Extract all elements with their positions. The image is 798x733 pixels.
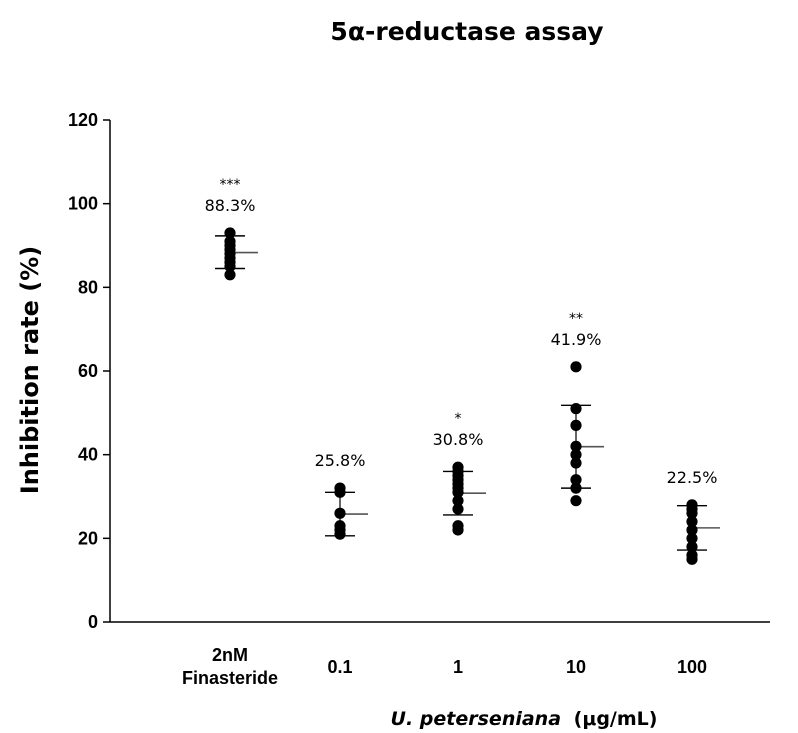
data-point [334, 520, 346, 532]
x-tick-label: 2nM [212, 645, 248, 665]
data-point [686, 532, 698, 544]
y-tick-label: 20 [78, 528, 98, 548]
mean-value-label: 41.9% [551, 330, 602, 349]
data-point [686, 549, 698, 561]
mean-value-label: 30.8% [433, 430, 484, 449]
data-point [570, 482, 582, 494]
y-tick-label: 100 [68, 194, 98, 214]
data-point [570, 361, 582, 373]
data-point [570, 495, 582, 507]
data-group: 41.9% ** [551, 311, 604, 507]
data-point [452, 461, 464, 473]
data-point [686, 541, 698, 553]
data-point [686, 516, 698, 528]
significance-marker: * [455, 411, 462, 427]
data-point [686, 524, 698, 536]
data-point [686, 499, 698, 511]
x-tick-label: Finasteride [182, 668, 278, 688]
data-point [570, 403, 582, 415]
data-point [334, 482, 346, 494]
x-tick-label: 1 [453, 657, 463, 677]
data-group: 25.8% [315, 451, 368, 540]
data-point [334, 507, 346, 519]
y-tick-label: 80 [78, 277, 98, 297]
data-groups: 88.3% *** 25.8% 30.8% * 41.9% ** 22.5% [205, 177, 720, 565]
y-ticks: 0 20 40 60 80 100 120 [68, 110, 110, 632]
x-axis-label-species: U. peterseniana [391, 708, 562, 730]
x-axis-label-unit: (μg/mL) [574, 708, 658, 730]
data-point [570, 440, 582, 452]
data-group: 88.3% *** [205, 177, 258, 281]
significance-marker: ** [569, 311, 583, 327]
mean-value-label: 22.5% [667, 468, 718, 487]
significance-marker: *** [220, 177, 241, 193]
data-point [570, 449, 582, 461]
data-point [452, 503, 464, 515]
data-point [452, 520, 464, 532]
y-tick-label: 120 [68, 110, 98, 130]
mean-value-label: 25.8% [315, 451, 366, 470]
data-point [224, 269, 236, 281]
x-tick-label: 100 [677, 657, 707, 677]
x-tick-labels: 2nM Finasteride 0.1 1 10 100 [182, 645, 707, 688]
data-point [570, 474, 582, 486]
data-point [224, 227, 236, 239]
y-tick-label: 0 [88, 612, 98, 632]
data-point [570, 419, 582, 431]
data-group: 30.8% * [433, 411, 486, 536]
data-point [452, 495, 464, 507]
y-tick-label: 40 [78, 445, 98, 465]
mean-value-label: 88.3% [205, 196, 256, 215]
data-group: 22.5% [667, 468, 720, 565]
x-axis-label: U. peterseniana (μg/mL) [391, 708, 658, 730]
x-tick-label: 0.1 [327, 657, 352, 677]
data-point [570, 457, 582, 469]
y-tick-label: 60 [78, 361, 98, 381]
chart-title: 5α-reductase assay [330, 17, 603, 46]
data-point [224, 235, 236, 247]
x-tick-label: 10 [566, 657, 586, 677]
y-axis-label: Inhibition rate (%) [16, 246, 44, 494]
